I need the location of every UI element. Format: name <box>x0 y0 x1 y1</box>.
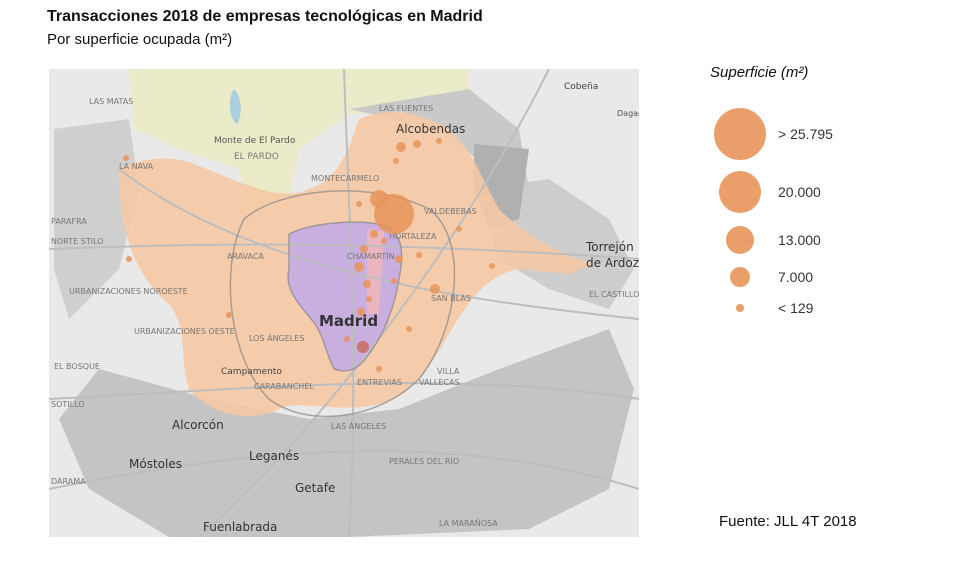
legend-bubble-20000 <box>719 171 761 213</box>
metro-area-west <box>54 119 139 319</box>
place-campamento: Campamento <box>221 367 282 377</box>
place-la-nava: LA NAVA <box>119 162 154 171</box>
bubble <box>123 155 129 161</box>
legend-label-20000: 20.000 <box>778 184 821 200</box>
bubble <box>126 256 132 262</box>
bubble <box>381 238 387 244</box>
place-sotillo: SOTILLO <box>51 400 85 409</box>
bubble <box>413 140 421 148</box>
place-getafe: Getafe <box>295 481 335 495</box>
bubble <box>456 226 462 232</box>
place-fuenlabrada: Fuenlabrada <box>203 520 277 534</box>
place-carabanchel: CARABANCHEL <box>254 382 314 391</box>
place-alcobendas: Alcobendas <box>396 122 465 136</box>
place-norte-stilo: NORTE STILO <box>51 237 104 246</box>
metro-area-south <box>59 329 634 537</box>
castellana-axis <box>367 229 384 314</box>
place-aravaca: ARAVACA <box>227 252 265 261</box>
legend-bubble-smallest <box>736 304 744 312</box>
bubble <box>370 190 388 208</box>
place-madrid: Madrid <box>319 312 378 330</box>
place-urb-oeste: URBANIZACIONES OESTE <box>134 327 235 336</box>
place-monte-pardo: Monte de El Pardo <box>214 136 296 146</box>
bubble <box>363 280 371 288</box>
legend-bubble-13000 <box>726 226 754 254</box>
bubble <box>416 252 422 258</box>
place-parafra: PARAFRA <box>51 217 87 226</box>
place-urb-noroeste: URBANIZACIONES NOROESTE <box>69 287 188 296</box>
reservoir <box>229 89 241 124</box>
place-san-blas: SAN BLAS <box>431 294 471 303</box>
bubble <box>354 262 364 272</box>
place-leganes: Leganés <box>249 449 299 463</box>
bubble <box>395 255 403 263</box>
bubble <box>226 312 232 318</box>
legend-symbols <box>714 108 766 312</box>
bubble <box>396 142 406 152</box>
bubble <box>393 158 399 164</box>
bubble <box>357 308 365 316</box>
place-montecarmelo: MONTECARMELO <box>311 174 379 183</box>
bubble <box>366 296 372 302</box>
place-mostoles: Móstoles <box>129 457 182 471</box>
place-entrevias: ENTREVIAS <box>357 378 402 387</box>
roads <box>49 69 639 537</box>
bubble <box>489 263 495 269</box>
bubble <box>360 245 368 253</box>
place-el-castillo: EL CASTILLO <box>589 290 639 299</box>
bubble <box>344 336 350 342</box>
place-el-bosque: EL BOSQUE <box>54 362 100 371</box>
place-perales: PERALES DEL RÍO <box>389 455 459 466</box>
place-torrejon: Torrejón <box>585 240 634 254</box>
place-la-maranosa: LA MARAÑOSA <box>439 518 498 528</box>
bubble <box>356 201 362 207</box>
bubble <box>406 326 412 332</box>
madrid-map[interactable]: Alcobendas Madrid Alcorcón Móstoles Lega… <box>49 69 639 537</box>
legend-bubble-largest <box>714 108 766 160</box>
place-de-ardoz: de Ardoz <box>586 256 639 270</box>
place-valdebebas: VALDEBEBAS <box>424 207 477 216</box>
place-dagas: Dagas <box>617 109 639 118</box>
bubble <box>436 138 442 144</box>
chart-title: Transacciones 2018 de empresas tecnológi… <box>47 8 483 25</box>
legend-label-largest: > 25.795 <box>778 126 833 142</box>
bubble <box>430 284 440 294</box>
place-alcorcon: Alcorcón <box>172 418 224 432</box>
legend-label-13000: 13.000 <box>778 232 821 248</box>
legend-label-smallest: < 129 <box>778 300 814 316</box>
chart-subtitle: Por superficie ocupada (m²) <box>47 31 233 48</box>
legend-label-7000: 7.000 <box>778 269 814 285</box>
place-las-angeles: LAS ÁNGELES <box>331 420 386 431</box>
place-vallecas: VALLECAS <box>419 378 460 387</box>
bubble <box>357 341 369 353</box>
place-cobena: Cobeña <box>564 82 598 92</box>
place-hortaleza: HORTALEZA <box>389 232 437 241</box>
legend-title: Superficie (m²) <box>710 64 809 81</box>
place-darama: DARAMA <box>51 477 86 486</box>
bubble <box>391 278 397 284</box>
place-los-angeles: LOS ÁNGELES <box>249 332 304 343</box>
bubble <box>370 230 378 238</box>
place-el-pardo: EL PARDO <box>234 152 279 162</box>
bubble <box>376 366 382 372</box>
legend-bubble-7000 <box>730 267 750 287</box>
place-villa: VILLA <box>437 367 460 376</box>
place-chamartin: CHAMARTÍN <box>347 250 395 261</box>
source-note: Fuente: JLL 4T 2018 <box>719 513 857 530</box>
transaction-bubbles <box>123 138 495 372</box>
place-fuentes: LAS FUENTES <box>379 104 433 113</box>
place-las-matas: LAS MATAS <box>89 97 133 106</box>
